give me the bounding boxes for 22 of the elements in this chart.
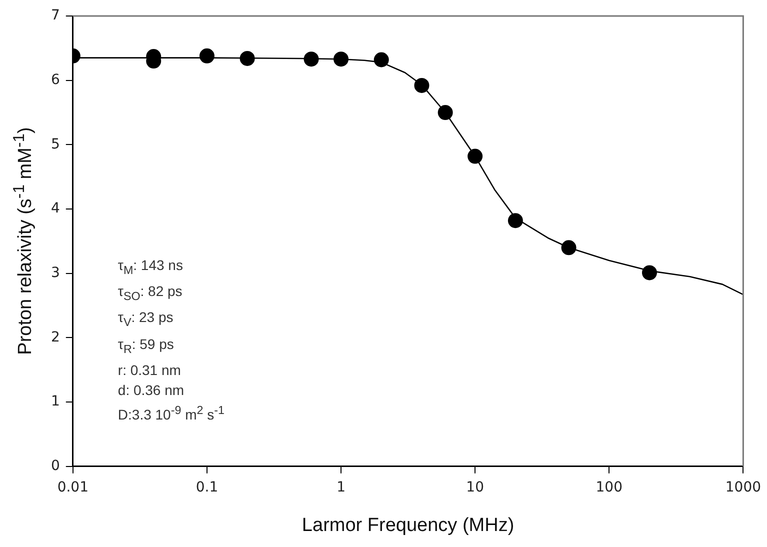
x-tick-label: 0.01 [57,479,88,496]
y-tick-label: 4 [50,200,60,217]
y-tick-label: 3 [50,265,60,282]
annotation: d: 0.36 nm [118,381,186,400]
annotation: τ$_{M}$: 143 ns [118,256,184,278]
y-tick-label: 5 [50,136,60,152]
x-axis-title: Larmor Frequency (MHz) [302,514,514,536]
y-tick-label: 0 [50,458,60,474]
x-tick-label: 0.1 [196,479,218,496]
x-tick-label: 1 [336,479,346,496]
annotation: τ$_{SO}$: 82 ps [118,282,184,305]
y-tick-label: 7 [50,8,60,24]
y-tick-label: 2 [50,329,60,346]
x-tick-label: 10 [466,479,484,496]
y-tick-label: 1 [50,394,60,410]
annotation: τ$_{R}$: 59 ps [118,334,175,358]
annotation: r: 0.31 nm [118,360,182,380]
x-tick-label: 1000 [725,479,762,496]
annotation: τ$_{V}$: 23 ps [118,308,174,332]
annotation: D:3.3 10$^{-9}$ m$^{2}$ s$^{-1}$ [118,402,225,425]
y-tick-label: 6 [50,72,60,88]
x-tick-label: 100 [596,479,622,496]
